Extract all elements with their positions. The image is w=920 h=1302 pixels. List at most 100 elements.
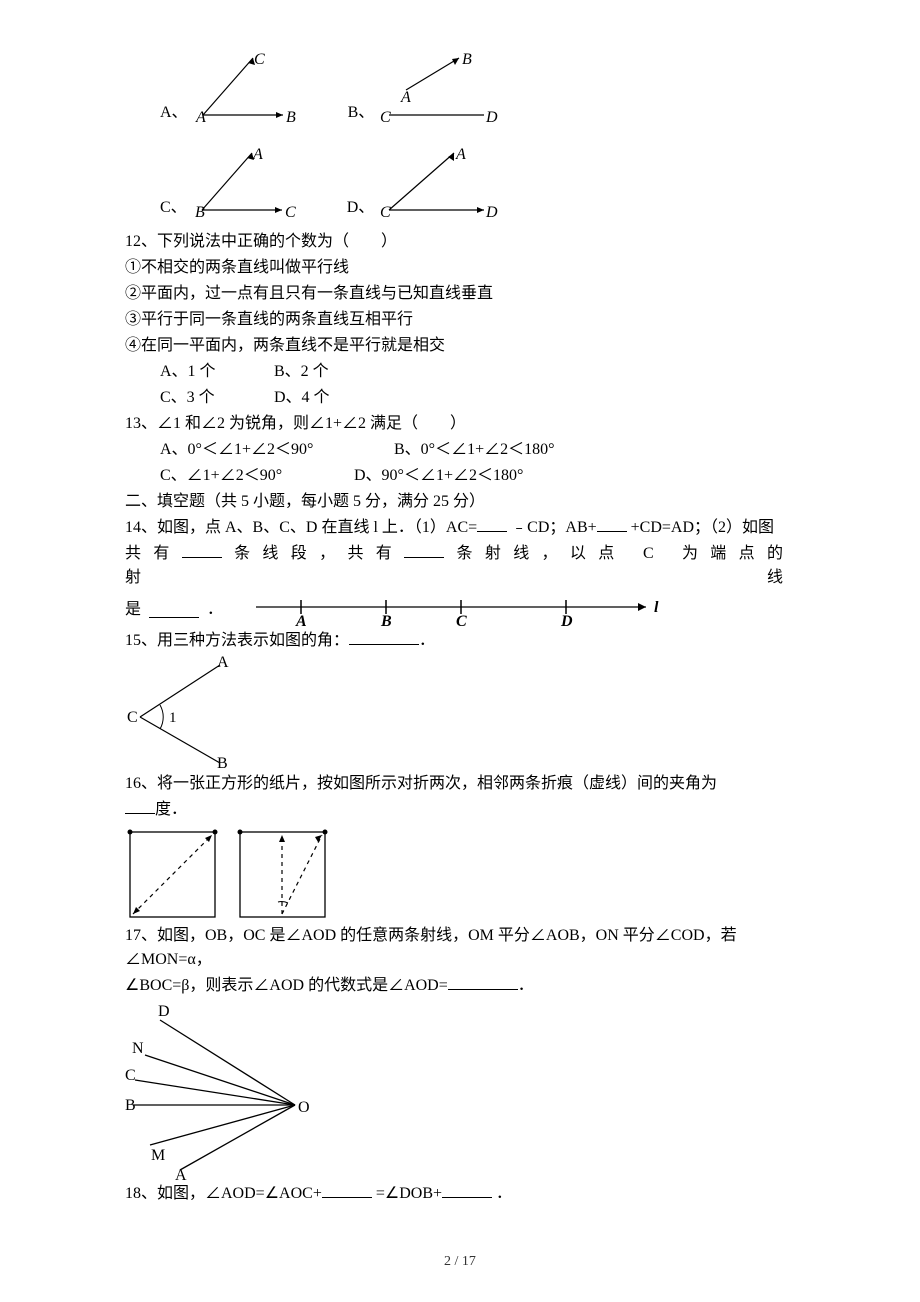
q13-opts-row2: C、∠1+∠2＜90° D、90°＜∠1+∠2＜180° [125,464,795,488]
pt-C: C [254,51,265,68]
pt-D: D [485,109,498,125]
q13-opts-row1: A、0°＜∠1+∠2＜90° B、0°＜∠1+∠2＜180° [125,438,795,462]
q12-s4: ④在同一平面内，两条直线不是平行就是相交 [125,334,795,358]
q14-p1b: ﹣CD；AB+ [511,519,596,536]
q14-p1c: +CD=AD；（2）如图 [631,519,774,536]
q14-p3b: ． [207,598,223,622]
pt-C: C [285,204,296,220]
q16-text2: 度． [155,801,187,818]
pt-D: D [485,204,498,220]
q11-optA: A、 A B C [160,50,308,125]
q16-fold2-svg [235,827,330,922]
blank [442,1182,492,1198]
q11-optB-svg: A B C D [374,50,504,125]
blank [477,516,507,532]
blank [125,798,155,814]
q12-s3: ③平行于同一条直线的两条直线互相平行 [125,308,795,332]
pt-B: B [462,51,472,68]
blank [597,516,627,532]
q12-optD: D、4 个 [274,389,330,406]
pt-B: B [286,109,296,125]
q11-optA-svg: A B C [188,50,308,125]
q12-opts-row2: C、3 个 D、4 个 [125,386,795,410]
q11-optD-svg: C D A [374,145,504,220]
pt-B: B [125,1097,136,1114]
q18-t2: =∠DOB+ [376,1185,442,1202]
pt-N: N [132,1040,144,1057]
blank [182,542,222,558]
q14-p2b: 条线段，共有 [234,545,404,562]
pt-A: A [400,89,411,106]
q17-line2: ∠BOC=β，则表示∠AOD 的代数式是∠AOD= ． [125,974,795,998]
q14-p3a: 是 [125,598,141,622]
pt-B: B [195,204,205,220]
section2-title: 二、填空题（共 5 小题，每小题 5 分，满分 25 分） [125,490,795,514]
q12-optC: C、3 个 [160,386,270,410]
q14-p2a: 共有 [125,545,182,562]
pt-O: O [298,1099,310,1116]
pt-D: D [560,613,573,627]
pt-D: D [158,1003,170,1020]
q16-line2: 度． [125,798,795,822]
blank [349,629,419,645]
pt-C: C [380,109,391,125]
pt-A: A [295,613,307,627]
q14-line1: 14、如图，点 A、B、C、D 在直线 l 上．（1）AC= ﹣CD；AB+ +… [125,516,795,540]
q11-optA-label: A、 [160,101,188,125]
page-footer: 2 / 17 [0,1251,920,1272]
blank [404,542,444,558]
q14-p2c: 条射线，以点 C 为端点的射线 [125,545,795,586]
pt-M: M [151,1147,165,1164]
q13-optB: B、0°＜∠1+∠2＜180° [394,441,555,458]
q16-figures [125,827,795,922]
q11-row2: C、 B C A D、 C D A [125,145,795,220]
blank [448,974,518,990]
pt-l: l [654,599,659,616]
q12-optA: A、1 个 [160,360,270,384]
q12-s1: ①不相交的两条直线叫做平行线 [125,256,795,280]
q15-dot: ． [419,632,435,649]
q13-optC: C、∠1+∠2＜90° [160,464,350,488]
pt-A: A [175,1167,187,1180]
q11-optC-svg: B C A [187,145,307,220]
q11-optC: C、 B C A [160,145,307,220]
q11-optD: D、 C D A [347,145,505,220]
pt-A: A [455,146,466,163]
q18-line: 18、如图，∠AOD=∠AOC+ =∠DOB+ ． [125,1182,795,1206]
pt-B: B [380,613,392,627]
q12-opts-row1: A、1 个 B、2 个 [125,360,795,384]
q11-optC-label: C、 [160,196,187,220]
q11-optD-label: D、 [347,196,375,220]
q12-optB: B、2 个 [274,363,329,380]
blank [149,602,199,618]
q13-text: 13、∠1 和∠2 为锐角，则∠1+∠2 满足（ ） [125,412,795,436]
q15-angle-svg: A B C 1 [125,655,255,770]
q17-text2: ∠BOC=β，则表示∠AOD 的代数式是∠AOD= [125,977,448,994]
pt-C: C [125,1067,136,1084]
q15-text: 15、用三种方法表示如图的角： [125,632,349,649]
q14-line3: 是 ． A B C D l [125,592,795,627]
pt-C: C [380,204,391,220]
q18-t1: 18、如图，∠AOD=∠AOC+ [125,1185,322,1202]
q12-text: 12、下列说法中正确的个数为（ ） [125,230,795,254]
q15-line: 15、用三种方法表示如图的角： ． [125,629,795,653]
lbl-1: 1 [169,710,177,726]
q13-optA: A、0°＜∠1+∠2＜90° [160,438,390,462]
pt-C: C [127,709,138,726]
q14-p1a: 14、如图，点 A、B、C、D 在直线 l 上．（1）AC= [125,519,477,536]
q17-dot: ． [518,977,534,994]
q13-optD: D、90°＜∠1+∠2＜180° [354,467,523,484]
q11-optB-label: B、 [348,101,375,125]
q12-s2: ②平面内，过一点有且只有一条直线与已知直线垂直 [125,282,795,306]
q14-numberline-svg: A B C D l [246,592,676,627]
q18-dot: ． [496,1185,512,1202]
pt-A: A [195,109,206,125]
pt-C: C [456,613,467,627]
q16-line1: 16、将一张正方形的纸片，按如图所示对折两次，相邻两条折痕（虚线）间的夹角为 [125,772,795,796]
pt-A: A [252,146,263,163]
q17-line1: 17、如图，OB，OC 是∠AOD 的任意两条射线，OM 平分∠AOB，ON 平… [125,924,795,972]
blank [322,1182,372,1198]
q17-angle-svg: D N C B M A O [125,1000,315,1180]
q14-line2: 共有 条线段，共有 条射线，以点 C 为端点的射线 [125,542,795,590]
q11-optB: B、 A B C D [348,50,505,125]
